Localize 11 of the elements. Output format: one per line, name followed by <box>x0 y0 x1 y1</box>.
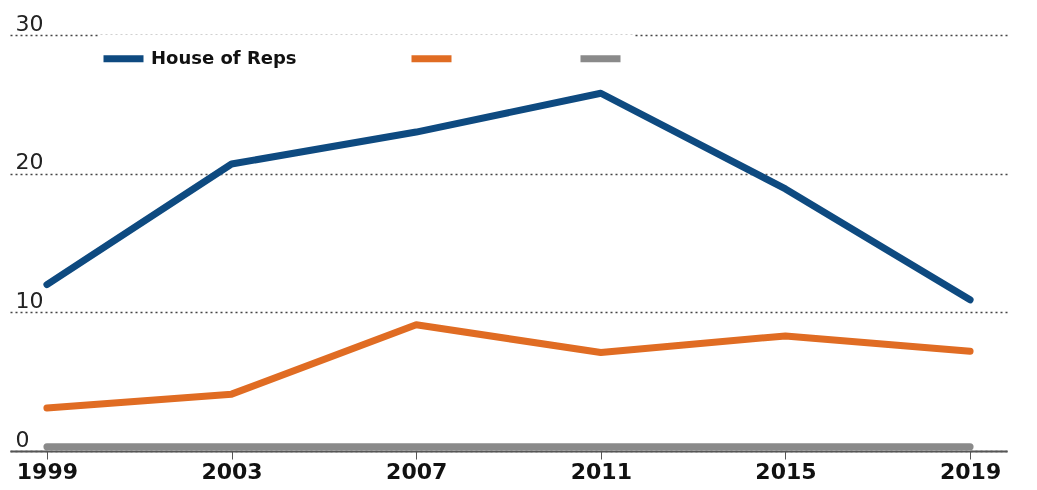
legend-label: House of Reps <box>151 46 297 68</box>
y-tick-label: 20 <box>15 149 44 175</box>
x-tick-label: 2007 <box>386 458 448 484</box>
x-tick-label: 2019 <box>939 458 1002 484</box>
x-tick-label: 2003 <box>201 458 263 484</box>
x-tick-label: 1999 <box>16 458 79 484</box>
x-tick-label: 2015 <box>755 458 817 484</box>
y-tick-label: 30 <box>15 10 44 36</box>
x-tick-label: 2011 <box>570 458 632 484</box>
y-tick-label: 10 <box>15 287 44 313</box>
y-tick-label: 0 <box>15 426 30 452</box>
